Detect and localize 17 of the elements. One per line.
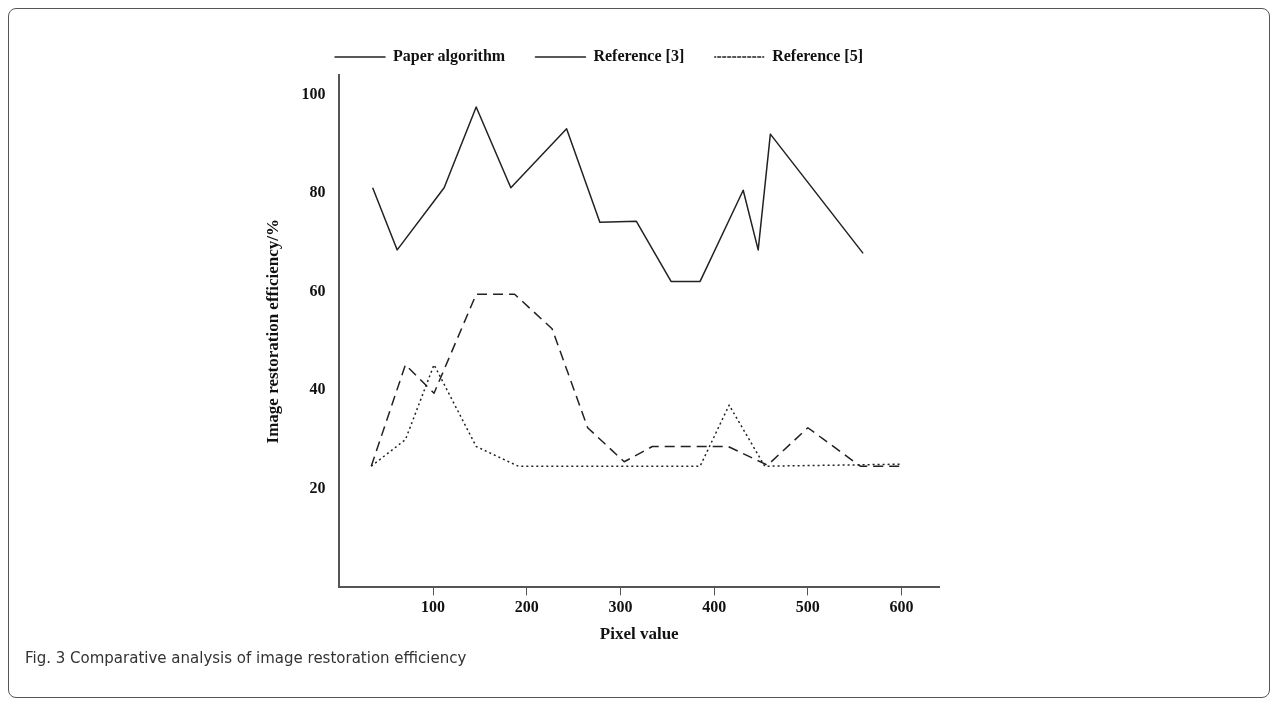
x-tick-label: 200: [514, 598, 539, 616]
y-tick-label: 100: [301, 84, 326, 102]
x-tick-label: 500: [795, 598, 820, 616]
y-tick-label: 60: [309, 281, 326, 299]
y-axis-title: Image restoration efficiency/%: [262, 219, 282, 444]
legend-label: Paper algorithm: [393, 47, 506, 66]
y-tick-label: 80: [309, 183, 326, 201]
legend-label: Reference [3]: [593, 47, 685, 65]
x-tick-label: 600: [889, 598, 914, 616]
legend-label: Reference [5]: [772, 47, 863, 65]
x-tick-label: 300: [608, 598, 633, 616]
x-tick-label: 400: [702, 598, 727, 616]
x-tick-label: 100: [421, 598, 446, 616]
y-tick-label: 20: [309, 479, 326, 496]
x-axis-title: Pixel value: [599, 624, 680, 644]
caption: Fig. 3 Comparative analysis of image restoration efficiency: [25, 649, 468, 667]
y-tick-label: 40: [309, 380, 326, 398]
